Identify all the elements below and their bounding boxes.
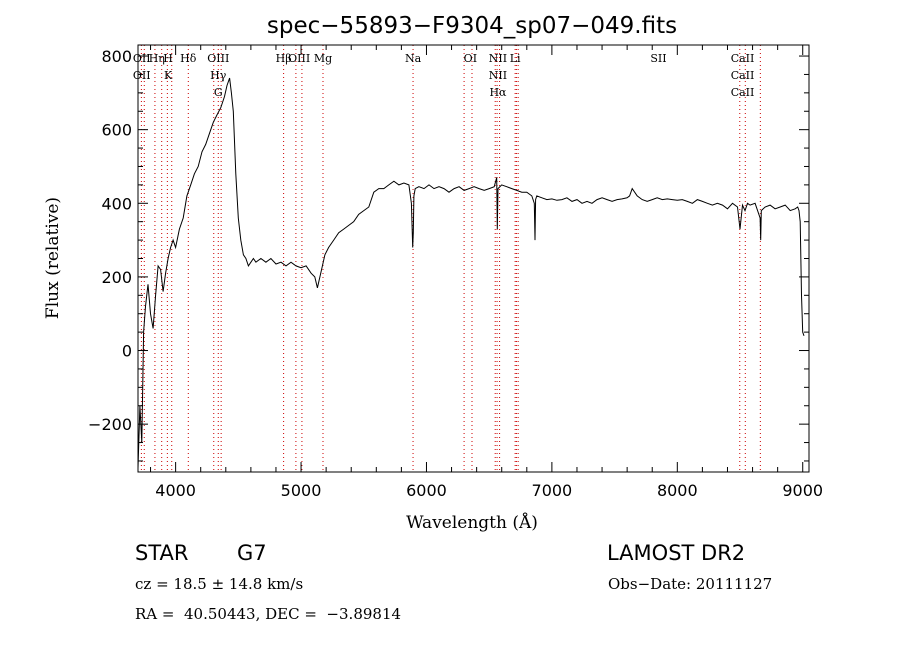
x-tick-label: 9000 bbox=[782, 481, 823, 500]
observation-date: Obs−Date: 20111127 bbox=[608, 575, 773, 593]
x-tick-label: 4000 bbox=[155, 481, 196, 500]
object-subclass: G7 bbox=[237, 541, 267, 565]
line-label: Li bbox=[510, 52, 521, 65]
line-label: Hη bbox=[149, 52, 165, 65]
y-tick-label: 200 bbox=[101, 268, 132, 287]
sky-coordinates: RA = 40.50443, DEC = −3.89814 bbox=[135, 605, 402, 623]
line-label: OIII bbox=[288, 52, 310, 65]
x-axis-ticks: 4000 5000 6000 7000 8000 9000 bbox=[150, 45, 823, 500]
line-label: Na bbox=[405, 52, 422, 65]
chart-title: spec−55893−F9304_sp07−049.fits bbox=[267, 13, 677, 39]
y-tick-label: 600 bbox=[101, 121, 132, 140]
line-label: NII bbox=[489, 52, 507, 65]
plot-frame bbox=[137, 44, 810, 473]
spectral-line-markers bbox=[140, 45, 761, 472]
line-label: Hδ bbox=[180, 52, 197, 65]
line-label: NII bbox=[489, 69, 507, 82]
line-label: SII bbox=[650, 52, 666, 65]
x-axis-label: Wavelength (Å) bbox=[406, 512, 538, 533]
x-tick-label: 8000 bbox=[657, 481, 698, 500]
x-tick-label: 6000 bbox=[406, 481, 447, 500]
y-axis-ticks: −200 0 200 400 600 800 bbox=[88, 47, 809, 462]
x-tick-label: 5000 bbox=[281, 481, 322, 500]
line-label: OII bbox=[133, 69, 151, 82]
object-class: STAR bbox=[135, 541, 189, 565]
line-label: OII bbox=[133, 52, 151, 65]
line-label: H bbox=[163, 52, 173, 65]
line-label: CaII bbox=[731, 86, 755, 99]
line-label: Hβ bbox=[276, 52, 292, 65]
line-label: OIII bbox=[207, 52, 229, 65]
y-tick-label: 0 bbox=[122, 342, 132, 361]
y-tick-label: 400 bbox=[101, 194, 132, 213]
line-label: G bbox=[214, 86, 223, 99]
x-tick-label: 7000 bbox=[532, 481, 573, 500]
spectrum-line bbox=[137, 77, 805, 469]
line-label: K bbox=[164, 69, 173, 82]
line-label: OI bbox=[464, 52, 477, 65]
line-label: Hα bbox=[489, 86, 507, 99]
line-label: Hγ bbox=[210, 69, 227, 82]
line-label: CaII bbox=[731, 52, 755, 65]
y-tick-label: 800 bbox=[101, 47, 132, 66]
survey-name: LAMOST DR2 bbox=[607, 541, 746, 565]
y-axis-label: Flux (relative) bbox=[43, 197, 63, 319]
redshift-velocity: cz = 18.5 ± 14.8 km/s bbox=[135, 575, 304, 593]
y-tick-label: −200 bbox=[88, 415, 132, 434]
line-label: Mg bbox=[314, 52, 332, 65]
line-label: CaII bbox=[731, 69, 755, 82]
